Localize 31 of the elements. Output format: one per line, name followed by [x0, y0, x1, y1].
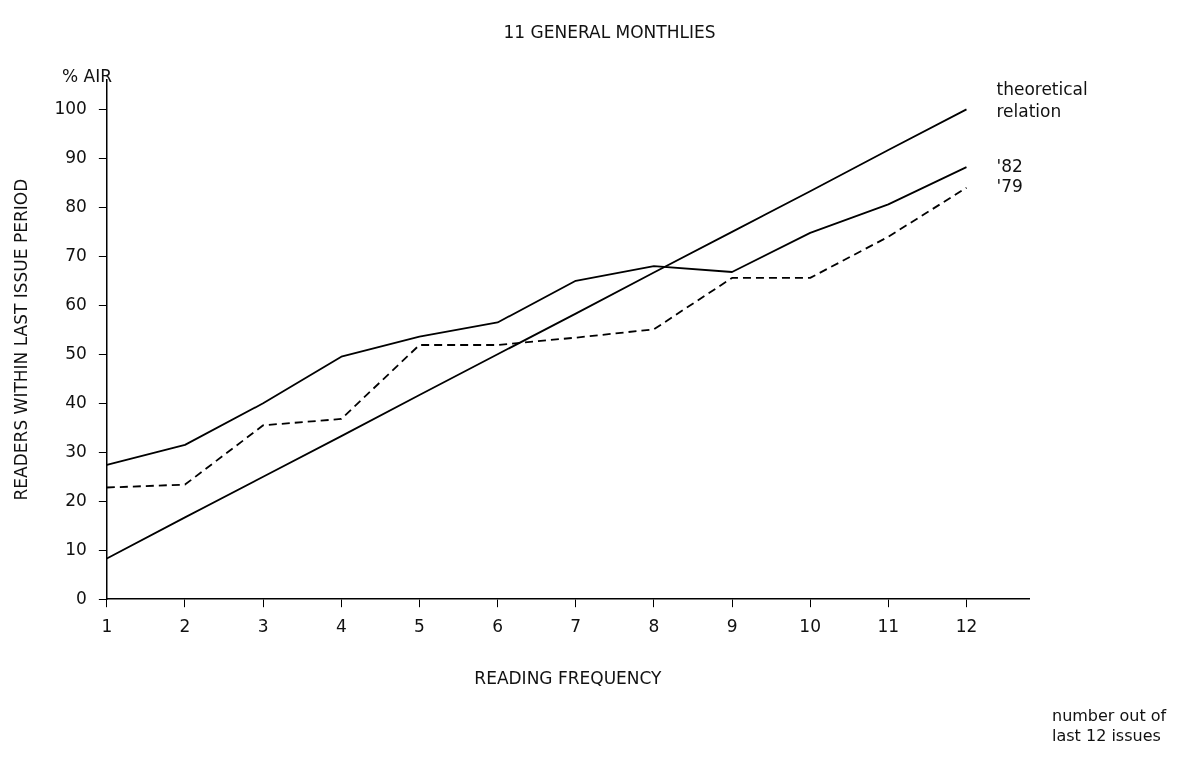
annotation: % AIR	[62, 66, 113, 86]
x-tick-label: 3	[257, 615, 269, 636]
x-tick-label: 12	[955, 615, 978, 636]
x-axis-title: READING FREQUENCY	[474, 668, 663, 689]
chart-title: 11 GENERAL MONTHLIES	[502, 22, 717, 42]
text: number out of last 12 issues	[1052, 706, 1168, 746]
y-tick-label: 40	[65, 391, 87, 412]
x-tick-label: 6	[492, 615, 503, 636]
x-tick-label: 2	[179, 615, 191, 636]
y-tick-label: 80	[65, 195, 87, 216]
series-label: '82	[996, 155, 1023, 176]
y-tick-label: 100	[54, 97, 87, 118]
x-tick-label: 10	[799, 615, 821, 636]
x-tick-label: 1	[101, 615, 113, 636]
x-tick-label: 4	[335, 615, 347, 636]
y-tick-label: 20	[65, 489, 87, 510]
y-tick-label: 90	[65, 146, 87, 167]
x-tick-label: 8	[648, 615, 660, 636]
y-axis-title: READERS WITHIN LAST ISSUE PERIOD	[10, 178, 31, 501]
series-label: theoretical relation	[996, 78, 1088, 121]
y-tick-label: 0	[76, 587, 87, 608]
y-tick-label: 60	[65, 293, 87, 314]
y-tick-label: 30	[65, 440, 87, 461]
y-tick-label: 50	[65, 342, 87, 363]
x-tick-label: 7	[570, 615, 582, 636]
y-tick-label: 70	[65, 244, 87, 265]
x-tick-label: 5	[414, 615, 425, 636]
series-label: '79	[996, 176, 1023, 197]
x-tick-label: 11	[877, 615, 900, 636]
y-tick-label: 10	[65, 538, 87, 559]
x-tick-label: 9	[726, 615, 738, 636]
